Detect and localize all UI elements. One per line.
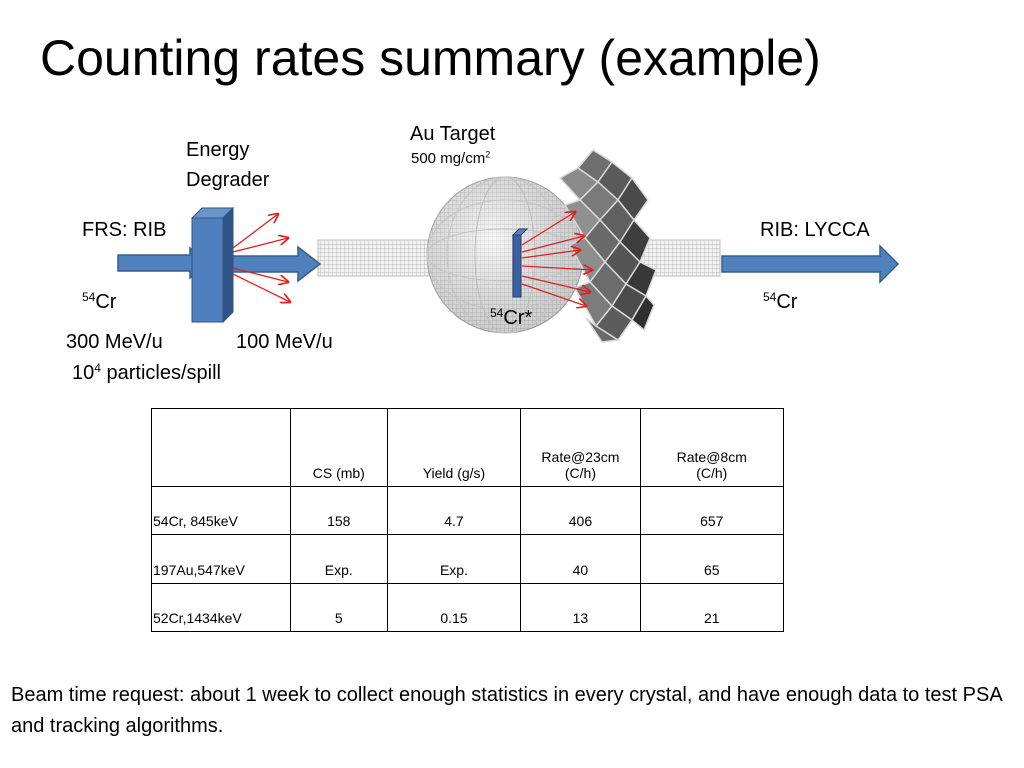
degraded-energy: 100 MeV/u	[236, 331, 333, 353]
cell-rate-8cm: 65	[639, 534, 785, 584]
table-row: 54Cr, 845keV 158 4.7 406 657	[150, 485, 785, 536]
gamma-detector-array	[558, 149, 657, 343]
beam-pipe-upstream	[317, 239, 439, 277]
cell-rate-23cm: 406	[520, 485, 641, 536]
target-thickness: 500 mg/cm2	[411, 149, 491, 167]
header-cs: CS (mb)	[290, 408, 388, 487]
table-header-row: CS (mb) Yield (g/s) Rate@23cm (C/h) Rate@…	[150, 408, 785, 487]
header-rate-8cm: Rate@8cm (C/h)	[639, 408, 785, 487]
beam-out-isotope: 54Cr	[763, 289, 798, 313]
target-label: Au Target	[410, 123, 496, 145]
beam-time-request-text: Beam time request: about 1 week to colle…	[11, 684, 1002, 737]
incoming-energy: 300 MeV/u	[66, 331, 163, 353]
header-yield: Yield (g/s)	[386, 408, 522, 487]
cell-transition: 52Cr,1434keV	[150, 582, 292, 633]
degrader-scatter-rays	[232, 214, 290, 302]
degraded-beam-arrow	[231, 245, 322, 283]
cell-rate-8cm: 21	[639, 582, 785, 633]
setup-diagram	[117, 149, 900, 343]
header-empty	[150, 408, 292, 487]
excited-isotope: 54Cr*	[490, 305, 533, 329]
cell-rate-23cm: 40	[520, 534, 641, 584]
frs-rib-label: FRS: RIB	[82, 219, 167, 241]
cell-cs: 5	[290, 582, 388, 633]
cell-rate-23cm: 13	[520, 582, 641, 633]
beam-in-isotope: 54Cr	[82, 289, 117, 313]
beam-intensity: 104 particles/spill	[72, 360, 221, 384]
degrader-label-line1: Energy	[186, 139, 250, 161]
outgoing-beam-arrow	[721, 244, 900, 284]
energy-degrader-plate	[190, 206, 235, 324]
slide-title: Counting rates summary (example)	[40, 30, 821, 86]
cell-rate-8cm: 657	[639, 485, 785, 536]
cell-cs: Exp.	[290, 534, 388, 584]
cell-transition: 54Cr, 845keV	[150, 485, 292, 536]
counting-rates-table: CS (mb) Yield (g/s) Rate@23cm (C/h) Rate@…	[150, 408, 785, 633]
table-row: 197Au,547keV Exp. Exp. 40 65	[150, 534, 785, 584]
cell-yield: 4.7	[386, 485, 522, 536]
cell-yield: 0.15	[386, 582, 522, 633]
cell-yield: Exp.	[386, 534, 522, 584]
cell-transition: 197Au,547keV	[150, 534, 292, 584]
header-rate-23cm: Rate@23cm (C/h)	[520, 408, 641, 487]
cell-cs: 158	[290, 485, 388, 536]
table-row: 52Cr,1434keV 5 0.15 13 21	[150, 582, 785, 633]
rib-lycca-label: RIB: LYCCA	[760, 219, 870, 241]
gamma-ray-arrows	[521, 212, 592, 306]
au-target-foil	[511, 228, 529, 298]
degrader-label-line2: Degrader	[186, 169, 270, 191]
